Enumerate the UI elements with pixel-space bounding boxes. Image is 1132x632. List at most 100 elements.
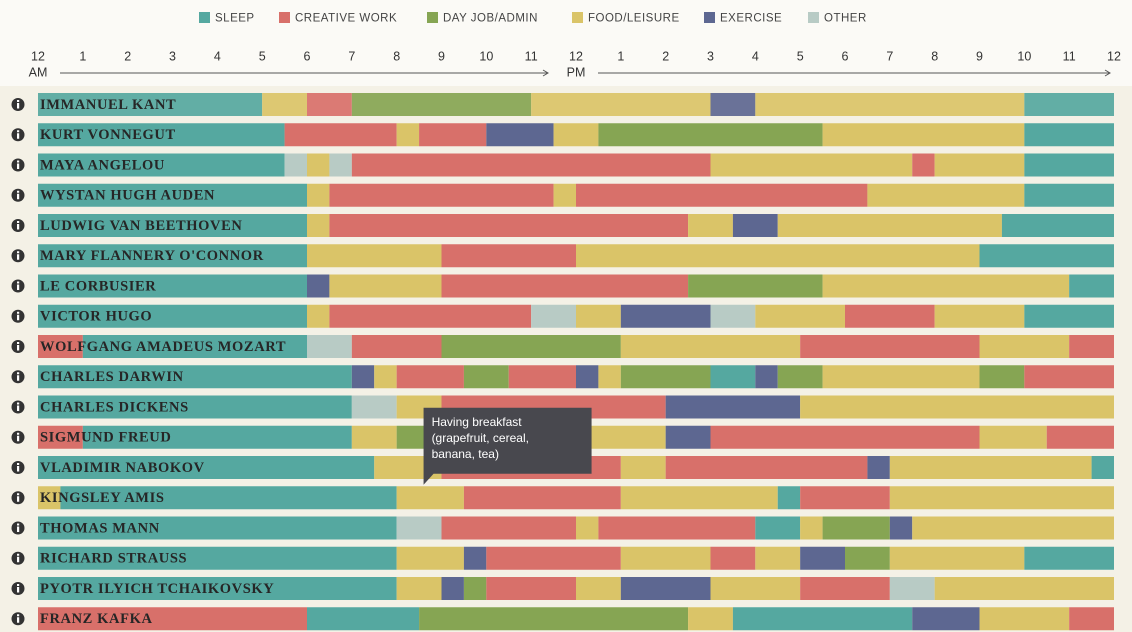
segment (1046, 425, 1114, 449)
legend-label: CREATIVE WORK (295, 13, 397, 25)
segment (979, 244, 1114, 268)
segment (710, 365, 756, 389)
segment (620, 486, 778, 510)
segment (1024, 123, 1114, 147)
segment (576, 425, 666, 449)
segment (620, 304, 711, 328)
info-icon-bar (17, 284, 20, 290)
info-icon-bar (17, 314, 20, 321)
segment (60, 486, 397, 510)
info-icon-dot (17, 190, 20, 193)
segment (38, 304, 307, 328)
info-icon-bar (17, 496, 20, 502)
segment (441, 244, 576, 268)
x-tick-label: 7 (886, 49, 893, 63)
segment (396, 577, 442, 600)
segment (822, 123, 1025, 147)
segment (912, 607, 980, 631)
segment (38, 486, 61, 510)
segment (777, 365, 823, 389)
segment (665, 456, 868, 479)
segment (777, 486, 801, 510)
segment (374, 365, 397, 389)
row-name: PYOTR ILYICH TCHAIKOVSKY (40, 581, 274, 597)
segment (1024, 304, 1114, 328)
segment (38, 183, 307, 207)
segment (576, 244, 980, 268)
segment (463, 486, 621, 510)
legend-swatch (704, 12, 715, 23)
x-tick-sublabel: PM (567, 65, 586, 79)
segment (38, 516, 397, 540)
row-name: IMMANUEL KANT (40, 97, 176, 113)
segment (665, 395, 801, 419)
segment (396, 546, 464, 570)
tooltip-box (423, 407, 592, 485)
segment (912, 516, 1114, 540)
segment (38, 546, 397, 570)
info-icon-dot (17, 130, 20, 133)
segment (934, 153, 1025, 177)
segment (710, 153, 913, 177)
segment (38, 395, 352, 419)
segment (396, 365, 464, 389)
info-icon-bar (17, 133, 20, 139)
segment (755, 304, 845, 328)
segment (38, 244, 307, 268)
info-icon-dot (17, 463, 20, 465)
x-tick-label: 1 (617, 49, 624, 63)
x-tick-label: 9 (976, 49, 983, 63)
segment (553, 123, 599, 147)
segment (576, 304, 621, 328)
row-name: KINGSLEY AMIS (40, 490, 165, 506)
segment (732, 607, 913, 631)
segment (620, 365, 711, 389)
segment (576, 577, 621, 600)
info-icon-dot (17, 160, 20, 163)
segment (979, 425, 1047, 449)
x-tick-sublabel: AM (29, 65, 48, 79)
info-icon-bar (17, 103, 20, 109)
segment (755, 93, 1025, 116)
segment (800, 395, 1114, 419)
row-name: LUDWIG VAN BEETHOVEN (40, 218, 242, 234)
x-tick-label: 6 (842, 49, 849, 63)
arrow-head (542, 69, 549, 77)
segment (688, 274, 823, 298)
info-icon-dot (17, 493, 20, 496)
segment (822, 516, 890, 540)
segment (576, 183, 868, 207)
segment (777, 214, 1002, 237)
segment (463, 365, 509, 389)
row-name: MAYA ANGELOU (40, 157, 165, 173)
legend-swatch (427, 12, 438, 23)
legend-label: EXERCISE (720, 13, 782, 25)
segment (38, 456, 375, 479)
segment (38, 577, 397, 600)
segment (800, 486, 890, 510)
segment (889, 516, 913, 540)
row-name: CHARLES DARWIN (40, 369, 184, 385)
segment (329, 153, 352, 177)
row-name: SIGMUND FREUD (40, 430, 171, 446)
row-name: MARY FLANNERY O'CONNOR (40, 248, 264, 264)
segment (1091, 456, 1114, 479)
segment (441, 516, 576, 540)
x-tick-label: 6 (304, 49, 311, 63)
segment (307, 93, 352, 116)
segment (822, 274, 1070, 298)
tooltip-text: (grapefruit, cereal, (432, 431, 529, 445)
x-tick-label: 2 (662, 49, 669, 63)
x-tick-label: 7 (348, 49, 355, 63)
x-tick-label: 8 (931, 49, 938, 63)
info-icon-bar (17, 435, 20, 442)
segment (620, 456, 666, 479)
row-name: RICHARD STRAUSS (40, 551, 187, 567)
legend-swatch (808, 12, 819, 23)
segment (396, 516, 442, 540)
x-tick-label: 3 (169, 49, 176, 63)
segment (307, 214, 330, 237)
segment (979, 607, 1070, 631)
info-icon-bar (17, 193, 20, 200)
segment (38, 153, 285, 177)
